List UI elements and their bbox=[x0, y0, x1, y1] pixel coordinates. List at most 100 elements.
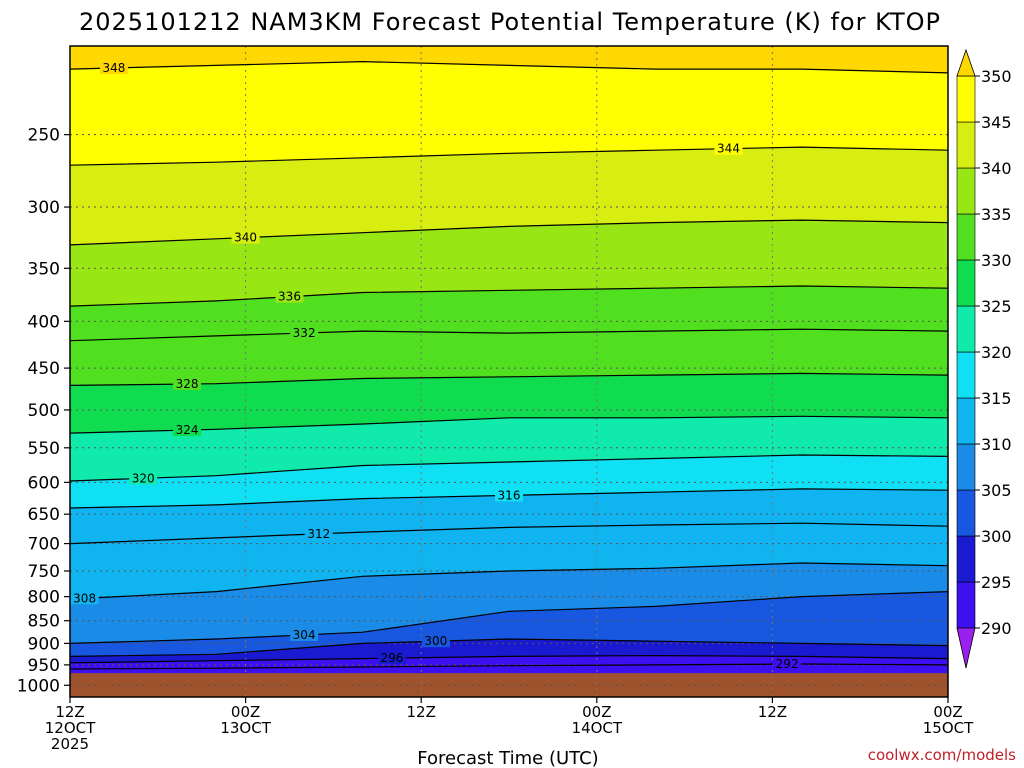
colorbar-segment-325 bbox=[956, 259, 976, 307]
x-tick-label-36-1: 00Z bbox=[582, 703, 611, 721]
isentrope-label-bg-344 bbox=[714, 140, 743, 155]
isentrope-label-348: 348 bbox=[102, 61, 125, 75]
isentrope-312 bbox=[70, 522, 948, 545]
x-tick-label-0-3: 2025 bbox=[51, 735, 89, 753]
isentrope-label-bg-320 bbox=[129, 470, 158, 485]
colorbar-label-305: 305 bbox=[981, 481, 1012, 500]
x-tick-label-36-2: 14OCT bbox=[572, 719, 623, 737]
x-tick-label-60-1: 00Z bbox=[933, 703, 962, 721]
isentrope-label-296: 296 bbox=[380, 651, 403, 665]
isentrope-label-bg-296 bbox=[377, 650, 406, 665]
colorbar-segment-320 bbox=[956, 305, 976, 353]
y-tick-label-450: 450 bbox=[28, 359, 60, 379]
colorbar-segment-310 bbox=[956, 397, 976, 445]
colorbar-segment-290 bbox=[956, 581, 976, 629]
isentrope-label-292: 292 bbox=[776, 657, 799, 671]
colorbar-label-350: 350 bbox=[981, 67, 1012, 86]
y-tick-label-850: 850 bbox=[28, 612, 60, 632]
x-tick-label-0-1: 12Z bbox=[55, 703, 84, 721]
colorbar-segment-340 bbox=[956, 121, 976, 169]
colorbar-segment-345 bbox=[956, 75, 976, 123]
isentrope-label-344: 344 bbox=[717, 142, 740, 156]
y-tick-label-300: 300 bbox=[28, 198, 60, 218]
colorbar-label-315: 315 bbox=[981, 389, 1012, 408]
isentrope-320 bbox=[70, 454, 948, 482]
colorbar-segment-330 bbox=[956, 213, 976, 261]
isentrope-label-bg-324 bbox=[173, 422, 202, 437]
plot-frame bbox=[69, 45, 949, 698]
chart-title: 2025101212 NAM3KM Forecast Potential Tem… bbox=[79, 8, 941, 36]
isentrope-label-bg-348 bbox=[99, 60, 128, 75]
y-tick-label-750: 750 bbox=[28, 562, 60, 582]
isentrope-label-bg-304 bbox=[290, 626, 319, 641]
y-tick-label-950: 950 bbox=[28, 656, 60, 676]
colorbar-arrow-top bbox=[956, 48, 976, 77]
fill-band-348 bbox=[70, 46, 948, 73]
y-tick-label-1000: 1000 bbox=[17, 676, 60, 696]
plot-area: 292 296 300 304 308 312 316 320 324 328 332 336 340 3… bbox=[69, 45, 949, 698]
isentrope-300 bbox=[70, 638, 948, 657]
isentrope-label-bg-316 bbox=[495, 487, 523, 502]
y-tick-label-400: 400 bbox=[28, 312, 60, 332]
colorbar-label-325: 325 bbox=[981, 297, 1012, 316]
colorbar-label-310: 310 bbox=[981, 435, 1012, 454]
colorbar-label-345: 345 bbox=[981, 113, 1012, 132]
isentrope-308 bbox=[70, 562, 948, 600]
x-tick-label-12-2: 13OCT bbox=[220, 719, 271, 737]
x-tick-label-12-1: 00Z bbox=[231, 703, 260, 721]
y-tick-label-600: 600 bbox=[28, 473, 60, 493]
isentrope-label-bg-308 bbox=[70, 590, 99, 605]
isentrope-348 bbox=[70, 60, 948, 74]
isentrope-label-336: 336 bbox=[278, 290, 301, 304]
colorbar-label-295: 295 bbox=[981, 573, 1012, 592]
colorbar-label-290: 290 bbox=[981, 619, 1012, 638]
x-tick-label-48-1: 12Z bbox=[758, 703, 787, 721]
isentrope-label-300: 300 bbox=[424, 634, 447, 648]
isentrope-label-316: 316 bbox=[498, 488, 521, 502]
isentrope-label-320: 320 bbox=[132, 471, 155, 485]
isentrope-label-bg-312 bbox=[304, 525, 333, 540]
isentrope-336 bbox=[70, 285, 948, 307]
isentrope-label-340: 340 bbox=[234, 231, 257, 245]
isentrope-label-312: 312 bbox=[307, 527, 330, 541]
isentrope-344 bbox=[70, 146, 948, 166]
isentrope-304 bbox=[70, 591, 948, 644]
isentrope-label-bg-292 bbox=[773, 656, 802, 671]
colorbar: 350 345 340 335 330 325 320 315 310 305 300 295 290 bbox=[956, 48, 1012, 669]
colorbar-segment-315 bbox=[956, 351, 976, 399]
x-tick-label-60-2: 15OCT bbox=[923, 719, 974, 737]
y-tick-label-550: 550 bbox=[28, 439, 60, 459]
isentrope-340 bbox=[70, 219, 948, 246]
y-tick-label-250: 250 bbox=[28, 126, 60, 146]
credit-text: coolwx.com/models bbox=[868, 746, 1016, 764]
isentrope-label-328: 328 bbox=[176, 377, 199, 391]
contour-lines: 292 296 300 304 308 312 316 320 324 328 332 336 340 3… bbox=[70, 60, 948, 671]
colorbar-label-300: 300 bbox=[981, 527, 1012, 546]
y-tick-label-350: 350 bbox=[28, 259, 60, 279]
isentrope-292 bbox=[70, 663, 948, 670]
colorbar-segment-335 bbox=[956, 167, 976, 215]
y-tick-label-500: 500 bbox=[28, 401, 60, 421]
isentrope-328 bbox=[70, 372, 948, 386]
colorbar-label-330: 330 bbox=[981, 251, 1012, 270]
isentrope-label-bg-328 bbox=[173, 376, 202, 391]
fill-band-344 bbox=[70, 46, 948, 166]
colorbar-segment-300 bbox=[956, 489, 976, 537]
y-axis: 2503003504004505005506006507007508008509… bbox=[17, 126, 70, 696]
isentrope-label-bg-300 bbox=[421, 633, 450, 648]
isentrope-label-bg-340 bbox=[231, 229, 260, 244]
isentrope-label-304: 304 bbox=[293, 628, 316, 642]
isentrope-label-bg-332 bbox=[290, 325, 319, 340]
colorbar-segment-305 bbox=[956, 443, 976, 491]
isentrope-label-308: 308 bbox=[73, 591, 96, 605]
colorbar-label-320: 320 bbox=[981, 343, 1012, 362]
y-tick-label-650: 650 bbox=[28, 505, 60, 525]
colorbar-label-335: 335 bbox=[981, 205, 1012, 224]
isentrope-296 bbox=[70, 654, 948, 664]
x-tick-label-0-2: 12OCT bbox=[45, 719, 96, 737]
y-tick-label-700: 700 bbox=[28, 535, 60, 555]
y-tick-label-900: 900 bbox=[28, 634, 60, 654]
y-tick-label-800: 800 bbox=[28, 588, 60, 608]
x-tick-label-24-1: 12Z bbox=[407, 703, 436, 721]
